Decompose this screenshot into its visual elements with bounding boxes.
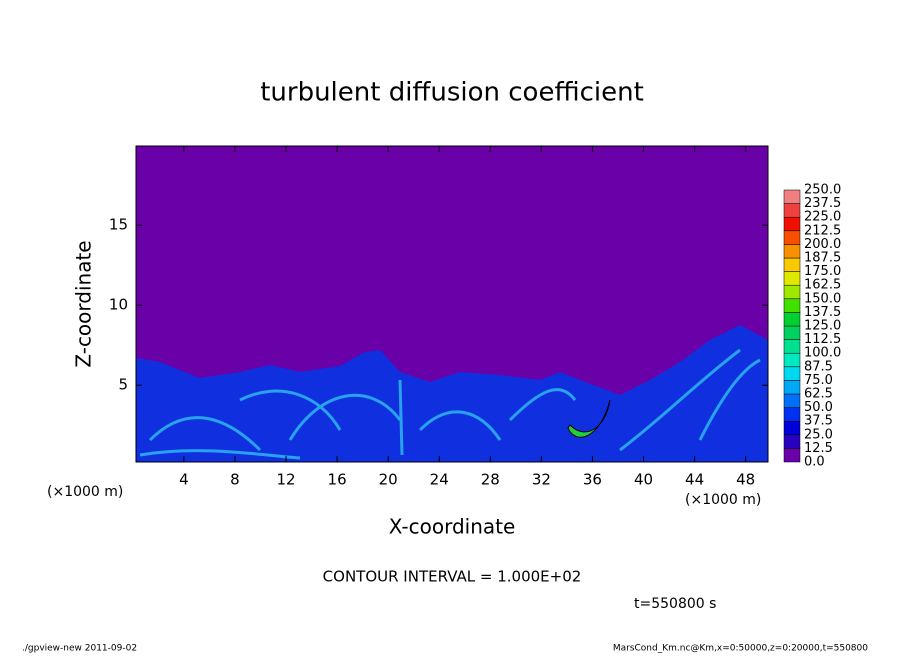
colorbar-label: 0.0 — [804, 455, 825, 470]
x-unit-left: (×1000 m) — [47, 484, 123, 500]
colorbar-label: 100.0 — [804, 346, 841, 361]
colorbar-label: 150.0 — [804, 291, 841, 306]
colorbar-box — [783, 325, 801, 340]
colorbar-box — [783, 434, 801, 449]
field-region — [136, 325, 768, 462]
x-tick-label: 40 — [634, 471, 653, 489]
x-tick-label: 36 — [583, 471, 602, 489]
x-tick-label: 48 — [736, 471, 755, 489]
colorbar-box — [783, 189, 801, 204]
colorbar-box — [783, 230, 801, 245]
field-streaks — [139, 348, 761, 460]
colorbar-box — [783, 244, 801, 259]
colorbar-box — [783, 271, 801, 286]
colorbar-label: 200.0 — [804, 237, 841, 252]
y-tick-label: 10 — [109, 296, 128, 314]
colorbar-box — [783, 216, 801, 232]
colorbar-box — [783, 339, 801, 354]
colorbar-label: 75.0 — [804, 373, 833, 388]
colorbar-box — [783, 284, 801, 300]
x-tick-label: 12 — [276, 471, 295, 489]
plot-frame — [135, 145, 769, 463]
y-tick-label: 15 — [109, 216, 128, 234]
colorbar-box — [783, 257, 801, 272]
x-tick-label: 20 — [379, 471, 398, 489]
x-tick-label: 32 — [532, 471, 551, 489]
colorbar-label: 25.0 — [804, 427, 833, 442]
colorbar-label: 37.5 — [804, 414, 833, 429]
colorbar-box — [783, 366, 801, 381]
colorbar-label: 137.5 — [804, 305, 841, 320]
x-unit-right: (×1000 m) — [685, 492, 761, 508]
colorbar-label: 12.5 — [804, 441, 833, 456]
colorbar-label: 237.5 — [804, 196, 841, 211]
colorbar-label: 112.5 — [804, 332, 841, 347]
colorbar-label: 175.0 — [804, 264, 841, 279]
colorbar-label: 62.5 — [804, 387, 833, 402]
colorbar-box — [783, 380, 801, 395]
x-tick-label: 24 — [430, 471, 449, 489]
x-axis-label: X-coordinate — [389, 515, 516, 539]
colorbar-box — [783, 203, 801, 218]
colorbar-box — [783, 407, 801, 422]
colorbar-box — [783, 298, 801, 313]
colorbar-label: 250.0 — [804, 183, 841, 198]
field-contour — [567, 399, 611, 438]
x-tick-label: 28 — [481, 471, 500, 489]
colorbar-box — [783, 420, 801, 436]
time-label: t=550800 s — [634, 596, 716, 612]
footer-left: ./gpview-new 2011-09-02 — [22, 644, 137, 654]
colorbar-label: 212.5 — [804, 223, 841, 238]
y-axis-label: Z-coordinate — [72, 240, 96, 367]
chart-title: turbulent diffusion coefficient — [260, 78, 644, 108]
colorbar-label: 125.0 — [804, 319, 841, 334]
x-tick-label: 16 — [328, 471, 347, 489]
colorbar-label: 225.0 — [804, 210, 841, 225]
colorbar-box — [783, 352, 801, 368]
colorbar-label: 162.5 — [804, 278, 841, 293]
colorbar-box — [783, 448, 801, 463]
x-tick-label: 44 — [685, 471, 704, 489]
footer-right: MarsCond_Km.nc@Km,x=0:50000,z=0:20000,t=… — [613, 644, 868, 654]
colorbar-label: 187.5 — [804, 251, 841, 266]
y-tick-label: 5 — [118, 376, 128, 394]
x-tick-label: 8 — [230, 471, 240, 489]
colorbar-label: 87.5 — [804, 359, 833, 374]
colorbar-box — [783, 393, 801, 408]
colorbar-box — [783, 312, 801, 327]
colorbar-label: 50.0 — [804, 400, 833, 415]
contour-note: CONTOUR INTERVAL = 1.000E+02 — [323, 568, 582, 586]
x-tick-label: 4 — [179, 471, 189, 489]
field — [136, 146, 768, 462]
